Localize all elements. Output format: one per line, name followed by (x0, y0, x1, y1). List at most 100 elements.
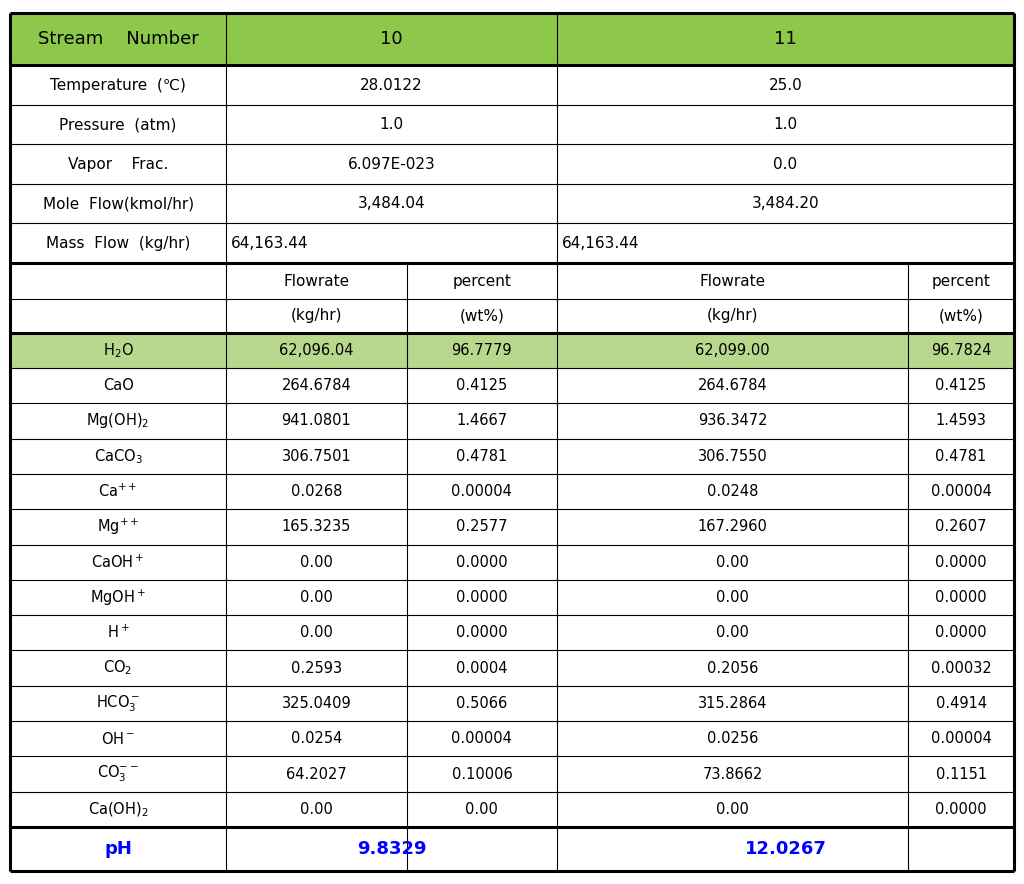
Text: 0.2056: 0.2056 (708, 660, 759, 675)
Text: Flowrate: Flowrate (699, 273, 766, 288)
Text: 0.0000: 0.0000 (456, 625, 508, 640)
Text: 0.00: 0.00 (717, 590, 750, 605)
Text: CaO: CaO (102, 378, 133, 393)
Text: Vapor    Frac.: Vapor Frac. (68, 156, 168, 171)
Text: 315.2864: 315.2864 (698, 696, 768, 711)
Text: 0.0000: 0.0000 (456, 555, 508, 569)
Text: $\mathrm{Ca^{++}}$: $\mathrm{Ca^{++}}$ (98, 483, 138, 500)
Text: 0.0248: 0.0248 (708, 484, 759, 499)
Text: $\mathrm{CO_2}$: $\mathrm{CO_2}$ (103, 659, 133, 677)
Bar (10, 184, 1014, 224)
Text: 64.2027: 64.2027 (286, 766, 347, 781)
Bar (10, 474, 1014, 509)
Text: 0.00004: 0.00004 (931, 484, 991, 499)
Text: 62,096.04: 62,096.04 (280, 343, 353, 358)
Text: 1.0: 1.0 (380, 118, 403, 132)
Text: 0.0000: 0.0000 (456, 590, 508, 605)
Text: 0.00: 0.00 (717, 555, 750, 569)
Text: 64,163.44: 64,163.44 (231, 236, 308, 251)
Bar (10, 332, 1014, 368)
Text: $\mathrm{OH^-}$: $\mathrm{OH^-}$ (101, 731, 135, 747)
Text: 165.3235: 165.3235 (282, 520, 351, 535)
Text: 96.7824: 96.7824 (931, 343, 991, 358)
Text: $\mathrm{H_2O}$: $\mathrm{H_2O}$ (102, 341, 133, 360)
Text: 0.0268: 0.0268 (291, 484, 342, 499)
Text: $\mathrm{Ca(OH)_2}$: $\mathrm{Ca(OH)_2}$ (88, 800, 148, 819)
Text: 0.00: 0.00 (300, 802, 333, 817)
Text: 0.00: 0.00 (466, 802, 499, 817)
Text: 11: 11 (774, 30, 797, 49)
Text: Mole  Flow(kmol/hr): Mole Flow(kmol/hr) (43, 196, 194, 211)
Bar (10, 403, 1014, 438)
Bar (10, 13, 1014, 65)
Bar (10, 105, 1014, 144)
Text: $\mathrm{H^+}$: $\mathrm{H^+}$ (106, 624, 129, 642)
Text: 0.4781: 0.4781 (457, 449, 508, 464)
Bar (10, 224, 1014, 263)
Bar (10, 792, 1014, 827)
Text: 941.0801: 941.0801 (282, 414, 351, 429)
Text: 0.00: 0.00 (300, 590, 333, 605)
Text: (kg/hr): (kg/hr) (291, 309, 342, 324)
Text: Temperature  (℃): Temperature (℃) (50, 78, 186, 93)
Bar (10, 827, 1014, 871)
Text: 6.097E-023: 6.097E-023 (348, 156, 435, 171)
Text: $\mathrm{CaOH^+}$: $\mathrm{CaOH^+}$ (91, 553, 144, 571)
Text: 0.00004: 0.00004 (452, 484, 512, 499)
Bar (10, 65, 1014, 105)
Text: 0.0004: 0.0004 (456, 660, 508, 675)
Text: 62,099.00: 62,099.00 (695, 343, 770, 358)
Text: 0.00: 0.00 (717, 802, 750, 817)
Text: Mass  Flow  (kg/hr): Mass Flow (kg/hr) (46, 236, 190, 251)
Text: pH: pH (104, 840, 132, 857)
Text: 0.0: 0.0 (773, 156, 798, 171)
Bar (10, 545, 1014, 580)
Bar (10, 615, 1014, 651)
Text: Flowrate: Flowrate (284, 273, 349, 288)
Text: 73.8662: 73.8662 (702, 766, 763, 781)
Text: (kg/hr): (kg/hr) (707, 309, 759, 324)
Text: 264.6784: 264.6784 (698, 378, 768, 393)
Text: 0.0000: 0.0000 (935, 802, 987, 817)
Text: $\mathrm{HCO_3^-}$: $\mathrm{HCO_3^-}$ (96, 693, 140, 713)
Text: 12.0267: 12.0267 (744, 840, 826, 857)
Text: $\mathrm{CaCO_3}$: $\mathrm{CaCO_3}$ (94, 447, 142, 466)
Text: 0.00004: 0.00004 (452, 731, 512, 746)
Text: percent: percent (932, 273, 990, 288)
Text: 1.0: 1.0 (773, 118, 798, 132)
Bar (10, 368, 1014, 403)
Text: 0.0256: 0.0256 (708, 731, 759, 746)
Text: 0.1151: 0.1151 (936, 766, 987, 781)
Text: 9.8329: 9.8329 (356, 840, 426, 857)
Text: 264.6784: 264.6784 (282, 378, 351, 393)
Text: 0.0000: 0.0000 (935, 590, 987, 605)
Bar (10, 299, 1014, 332)
Text: 0.2607: 0.2607 (935, 520, 987, 535)
Text: (wt%): (wt%) (460, 309, 505, 324)
Text: 0.0254: 0.0254 (291, 731, 342, 746)
Text: 0.00: 0.00 (300, 625, 333, 640)
Text: 0.00004: 0.00004 (931, 731, 991, 746)
Text: $\mathrm{Mg^{++}}$: $\mathrm{Mg^{++}}$ (97, 517, 139, 537)
Bar (10, 263, 1014, 299)
Text: 10: 10 (380, 30, 402, 49)
Text: 64,163.44: 64,163.44 (562, 236, 640, 251)
Bar (10, 686, 1014, 721)
Text: percent: percent (453, 273, 511, 288)
Text: 28.0122: 28.0122 (360, 78, 423, 93)
Bar (10, 509, 1014, 545)
Text: Pressure  (atm): Pressure (atm) (59, 118, 177, 132)
Text: 0.00032: 0.00032 (931, 660, 991, 675)
Bar (10, 144, 1014, 184)
Text: 0.4125: 0.4125 (457, 378, 508, 393)
Text: 306.7550: 306.7550 (698, 449, 768, 464)
Text: 325.0409: 325.0409 (282, 696, 351, 711)
Text: 3,484.04: 3,484.04 (357, 196, 425, 211)
Text: $\mathrm{Mg(OH)_2}$: $\mathrm{Mg(OH)_2}$ (86, 411, 150, 431)
Text: 936.3472: 936.3472 (698, 414, 768, 429)
Bar (10, 651, 1014, 686)
Bar (10, 721, 1014, 757)
Text: 3,484.20: 3,484.20 (752, 196, 819, 211)
Text: $\mathrm{MgOH^+}$: $\mathrm{MgOH^+}$ (90, 587, 146, 607)
Text: 306.7501: 306.7501 (282, 449, 351, 464)
